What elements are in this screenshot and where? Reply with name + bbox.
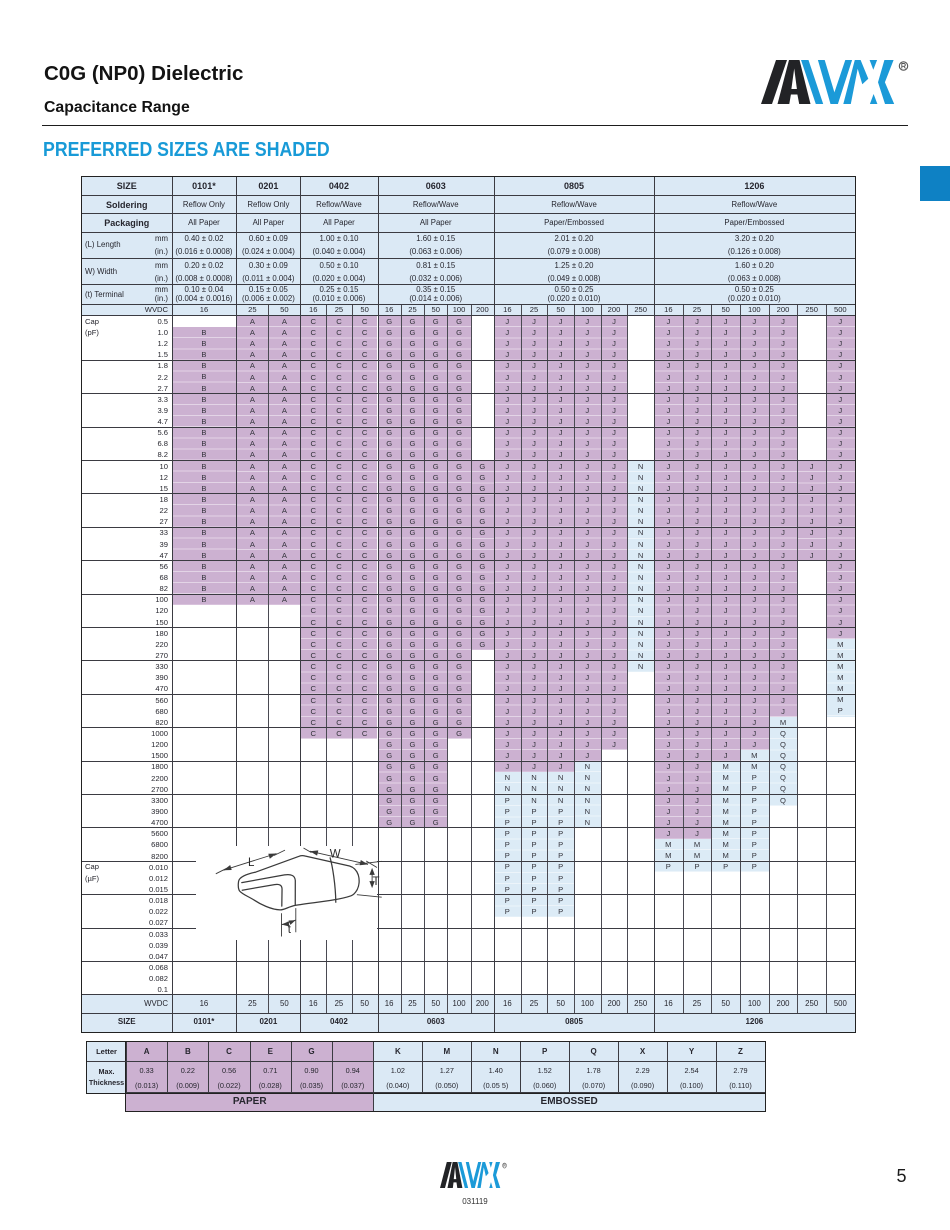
svg-text:L: L <box>248 857 255 869</box>
svg-text:T: T <box>373 876 380 888</box>
svg-text:W: W <box>330 849 341 861</box>
svg-text:t: t <box>288 924 292 936</box>
